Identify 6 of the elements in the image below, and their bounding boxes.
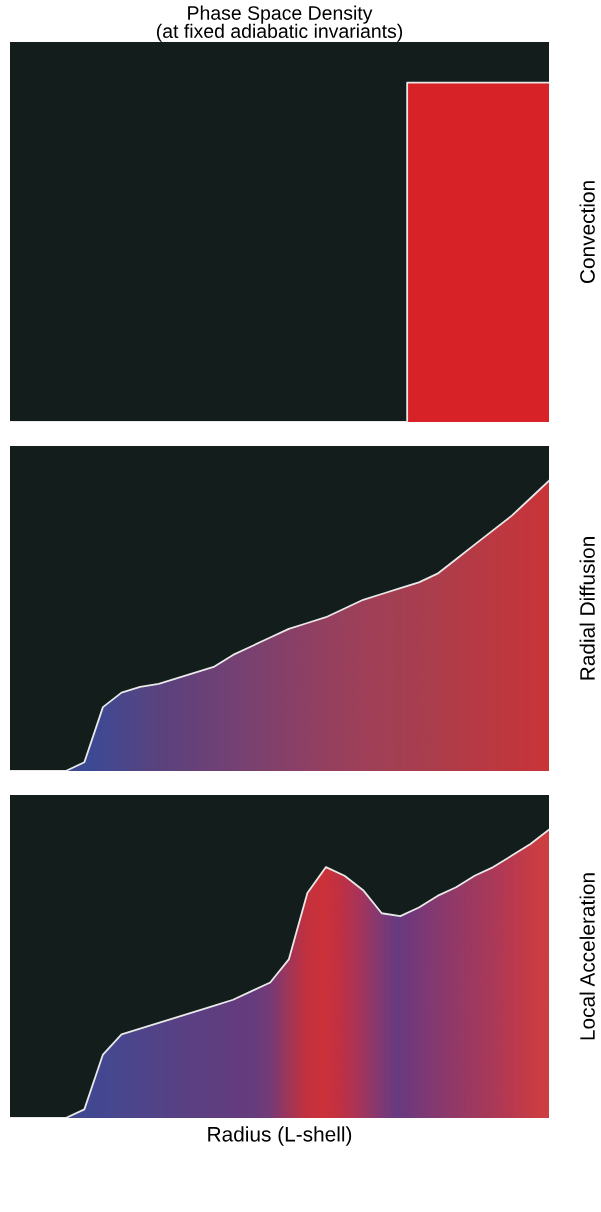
y-axis-title: Convection <box>579 181 595 284</box>
x-axis-title: Radius (L-shell) <box>208 1126 352 1146</box>
y-axis-title: Radial Diffusion <box>579 537 595 680</box>
chart-title: Phase Space Density <box>188 5 373 24</box>
y-axis-title: Local Acceleration <box>579 873 595 1040</box>
chart-subtitle: (at fixed adiabatic invariants) <box>156 23 403 42</box>
